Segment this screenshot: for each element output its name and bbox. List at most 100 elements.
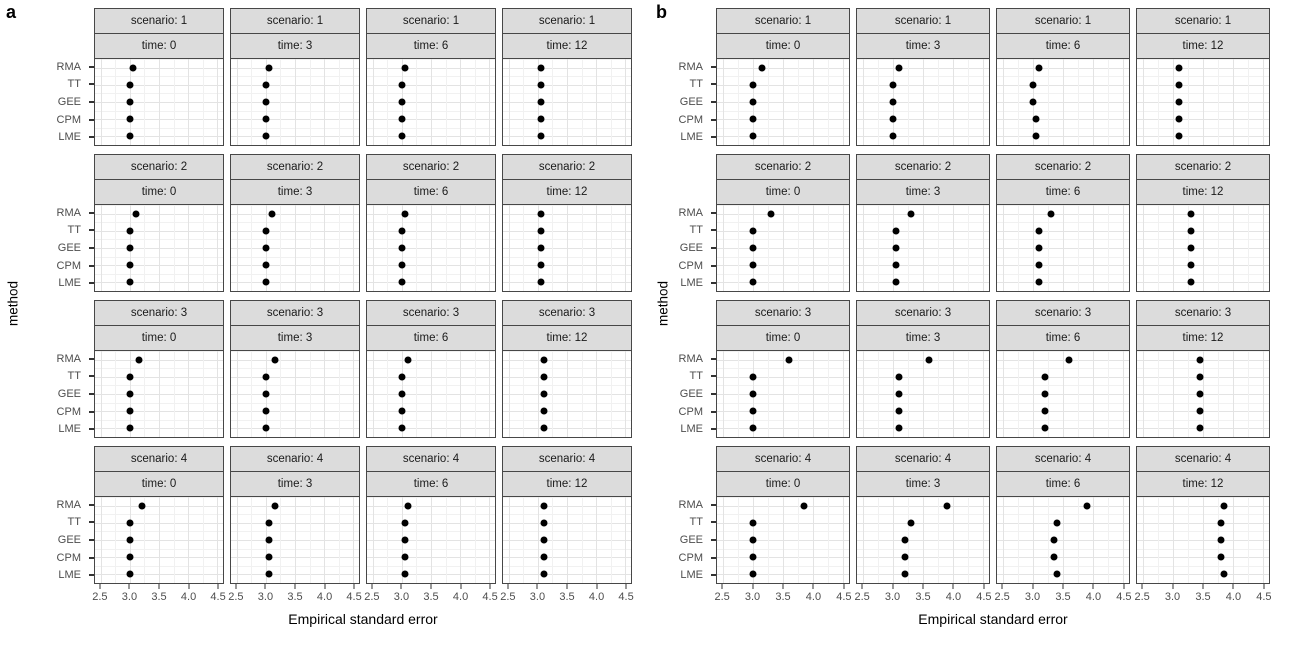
dot-gee	[126, 98, 134, 106]
gridline-major	[295, 351, 296, 437]
x-tick-mark	[922, 584, 924, 589]
gridline-minor	[1077, 59, 1079, 145]
facet-plot	[366, 58, 496, 146]
gridline-major	[723, 351, 724, 437]
gridline-minor	[523, 351, 525, 437]
facet-strip-time: time: 12	[1136, 471, 1270, 497]
y-axis-method-labels: RMA TT GEE CPM LME	[662, 8, 716, 146]
dot-gee	[262, 244, 270, 252]
gridline-major	[1262, 205, 1264, 291]
method-tick-label-cpm: CPM	[678, 405, 703, 418]
dot-rma	[401, 64, 409, 72]
x-tick-mark	[625, 584, 627, 589]
gridline-minor	[503, 437, 631, 438]
method-tick-label-rma: RMA	[678, 352, 703, 365]
gridline-minor	[797, 59, 799, 145]
facet-strip-time: time: 6	[996, 471, 1130, 497]
dot-cpm	[1050, 553, 1058, 561]
y-tick-mark	[89, 410, 94, 413]
dot-cpm	[126, 553, 134, 561]
x-tick-label: 4.5	[1116, 591, 1132, 603]
method-tick-label-cpm: CPM	[678, 259, 703, 272]
x-axis-time6: 2.5 3.0 3.5 4.0 4.5	[994, 584, 1132, 610]
x-tick-mark	[1092, 584, 1094, 589]
gridline-major	[625, 497, 627, 583]
method-tick-label-tt: TT	[67, 224, 81, 237]
y-tick-mark	[711, 357, 716, 360]
dot-gee	[398, 390, 406, 398]
y-tick-mark	[711, 83, 716, 86]
facet-strip-time: time: 6	[996, 33, 1130, 59]
gridline-major	[1203, 497, 1204, 583]
method-tick-label-gee: GEE	[679, 96, 703, 108]
dot-tt	[265, 519, 273, 527]
facet-strip-scenario: scenario: 4	[502, 446, 632, 472]
x-tick-mark	[353, 584, 355, 589]
dot-rma	[138, 502, 146, 510]
x-axis-title: Empirical standard error	[918, 611, 1068, 627]
method-tick-label-gee: GEE	[679, 242, 703, 254]
gridline-major	[188, 351, 190, 437]
dot-rma	[800, 502, 808, 510]
gridline-major	[842, 59, 844, 145]
facet-scenario2-time6: scenario: 2 time: 6	[366, 154, 496, 292]
method-tick-label-lme: LME	[680, 423, 703, 436]
facet-strip-scenario: scenario: 2	[366, 154, 496, 180]
facet-scenario3-time12: scenario: 3 time: 12	[502, 300, 632, 438]
dot-tt	[749, 373, 757, 381]
dot-tt	[1187, 227, 1195, 235]
facet-plot	[230, 204, 360, 292]
gridline-minor	[1048, 351, 1049, 437]
dot-gee	[126, 244, 134, 252]
gridline-major	[1063, 497, 1064, 583]
x-tick-mark	[489, 584, 491, 589]
gridline-major	[508, 205, 510, 291]
facet-strip-time: time: 0	[94, 179, 224, 205]
y-tick-mark	[711, 393, 716, 395]
dot-cpm	[895, 407, 903, 415]
x-tick-mark	[371, 584, 373, 589]
gridline-major	[1063, 205, 1064, 291]
facet-scenario4-time6: scenario: 4 time: 6	[366, 446, 496, 584]
x-tick-label: 4.0	[805, 591, 822, 603]
dot-rma	[925, 356, 933, 364]
gridline-minor	[144, 205, 146, 291]
gridline-minor	[280, 205, 282, 291]
facet-strip-scenario: scenario: 3	[502, 300, 632, 326]
gridline-minor	[610, 205, 612, 291]
x-tick-mark	[217, 584, 219, 589]
gridline-major	[863, 59, 864, 145]
gridline-minor	[717, 145, 849, 146]
x-tick-mark	[1202, 584, 1204, 589]
gridline-major	[1122, 59, 1124, 145]
gridline-major	[813, 59, 814, 145]
gridline-minor	[173, 351, 175, 437]
x-tick-label: 4.0	[588, 591, 605, 603]
facet-plot	[94, 204, 224, 292]
dot-tt	[1217, 519, 1225, 527]
dot-tt	[1196, 373, 1204, 381]
dot-cpm	[889, 115, 897, 123]
dot-tt	[1035, 227, 1043, 235]
dot-tt	[262, 227, 270, 235]
dot-lme	[398, 132, 406, 140]
gridline-major	[923, 497, 924, 583]
facet-strip-scenario: scenario: 2	[1136, 154, 1270, 180]
gridline-minor	[738, 351, 739, 437]
facet-plot	[94, 350, 224, 438]
gridline-major	[1122, 351, 1124, 437]
gridline-major	[100, 59, 102, 145]
dot-rma	[1175, 64, 1183, 72]
gridline-minor	[552, 497, 554, 583]
facet-strip-scenario: scenario: 4	[856, 446, 990, 472]
method-tick-label-tt: TT	[689, 224, 703, 237]
gridline-minor	[387, 205, 389, 291]
gridline-major	[460, 205, 462, 291]
method-tick-label-lme: LME	[680, 131, 703, 144]
dot-lme	[398, 424, 406, 432]
gridline-minor	[1107, 59, 1109, 145]
dot-lme	[398, 278, 406, 286]
gridline-major	[1172, 205, 1174, 291]
dot-lme	[1041, 424, 1049, 432]
facet-plot	[1136, 350, 1270, 438]
